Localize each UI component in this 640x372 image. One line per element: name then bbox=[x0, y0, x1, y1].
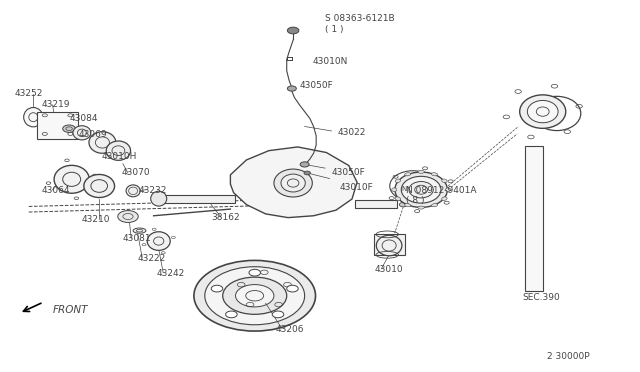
Text: 43070: 43070 bbox=[122, 169, 150, 177]
Ellipse shape bbox=[395, 197, 401, 201]
Text: S 08363-6121B
( 1 ): S 08363-6121B ( 1 ) bbox=[325, 15, 395, 34]
Circle shape bbox=[304, 171, 310, 175]
Circle shape bbox=[287, 285, 298, 292]
Ellipse shape bbox=[392, 188, 397, 192]
Ellipse shape bbox=[151, 191, 166, 206]
Text: SEC.390: SEC.390 bbox=[522, 293, 559, 302]
Circle shape bbox=[118, 211, 138, 222]
Ellipse shape bbox=[395, 179, 401, 183]
Bar bbox=[157, 195, 235, 203]
Text: 43252: 43252 bbox=[14, 89, 42, 98]
Ellipse shape bbox=[404, 203, 411, 207]
Text: 43064: 43064 bbox=[42, 186, 70, 195]
Circle shape bbox=[300, 162, 309, 167]
Ellipse shape bbox=[89, 132, 116, 153]
Ellipse shape bbox=[106, 141, 131, 160]
Ellipse shape bbox=[281, 174, 305, 192]
Text: 43210: 43210 bbox=[82, 215, 111, 224]
Circle shape bbox=[205, 267, 305, 325]
Text: 43010H: 43010H bbox=[101, 153, 136, 161]
Circle shape bbox=[236, 285, 274, 307]
Text: 38162: 38162 bbox=[211, 213, 240, 222]
Ellipse shape bbox=[24, 108, 43, 127]
Text: 43022: 43022 bbox=[338, 128, 366, 137]
Ellipse shape bbox=[147, 232, 170, 250]
Text: 43232: 43232 bbox=[138, 186, 166, 195]
Ellipse shape bbox=[445, 188, 451, 192]
Ellipse shape bbox=[527, 100, 558, 123]
Ellipse shape bbox=[395, 172, 447, 207]
Ellipse shape bbox=[409, 182, 433, 198]
Ellipse shape bbox=[404, 173, 411, 176]
Text: 43084: 43084 bbox=[69, 114, 98, 123]
Ellipse shape bbox=[431, 173, 438, 176]
Text: 43050F: 43050F bbox=[300, 81, 333, 90]
Text: 43081: 43081 bbox=[123, 234, 152, 243]
Text: FRONT: FRONT bbox=[52, 305, 88, 314]
Text: N 08912-9401A
( 8 ): N 08912-9401A ( 8 ) bbox=[406, 186, 477, 205]
Ellipse shape bbox=[401, 176, 441, 203]
Circle shape bbox=[226, 311, 237, 318]
Text: 43219: 43219 bbox=[42, 100, 70, 109]
Circle shape bbox=[399, 202, 407, 207]
Circle shape bbox=[287, 86, 296, 91]
Ellipse shape bbox=[54, 165, 90, 193]
Circle shape bbox=[223, 277, 287, 314]
Circle shape bbox=[249, 269, 260, 276]
Ellipse shape bbox=[376, 235, 402, 256]
Circle shape bbox=[194, 260, 316, 331]
Text: 43010F: 43010F bbox=[339, 183, 373, 192]
Text: 43050F: 43050F bbox=[332, 169, 365, 177]
Circle shape bbox=[287, 27, 299, 34]
Text: 43242: 43242 bbox=[157, 269, 185, 278]
Circle shape bbox=[272, 311, 284, 318]
Polygon shape bbox=[230, 147, 357, 218]
Ellipse shape bbox=[133, 228, 146, 233]
Text: 43010N: 43010N bbox=[312, 57, 348, 66]
Ellipse shape bbox=[247, 278, 282, 302]
Bar bbox=[355, 200, 397, 208]
Ellipse shape bbox=[84, 174, 115, 198]
Ellipse shape bbox=[73, 126, 91, 140]
Text: 43206: 43206 bbox=[275, 325, 304, 334]
Ellipse shape bbox=[431, 203, 438, 207]
Text: 43010: 43010 bbox=[374, 265, 403, 274]
Text: N: N bbox=[402, 186, 407, 192]
Bar bbox=[374, 234, 405, 255]
Circle shape bbox=[63, 125, 76, 132]
Ellipse shape bbox=[274, 169, 312, 197]
Text: 43069: 43069 bbox=[78, 130, 107, 139]
Circle shape bbox=[211, 285, 223, 292]
Bar bbox=[525, 146, 543, 291]
Ellipse shape bbox=[126, 185, 140, 197]
Ellipse shape bbox=[418, 206, 424, 209]
Ellipse shape bbox=[442, 197, 447, 201]
Text: 2 30000P: 2 30000P bbox=[547, 352, 590, 361]
Ellipse shape bbox=[520, 95, 566, 128]
Circle shape bbox=[397, 184, 412, 193]
Ellipse shape bbox=[442, 179, 447, 183]
Bar bbox=[37, 112, 78, 139]
Ellipse shape bbox=[418, 170, 424, 173]
Text: 43222: 43222 bbox=[138, 254, 166, 263]
